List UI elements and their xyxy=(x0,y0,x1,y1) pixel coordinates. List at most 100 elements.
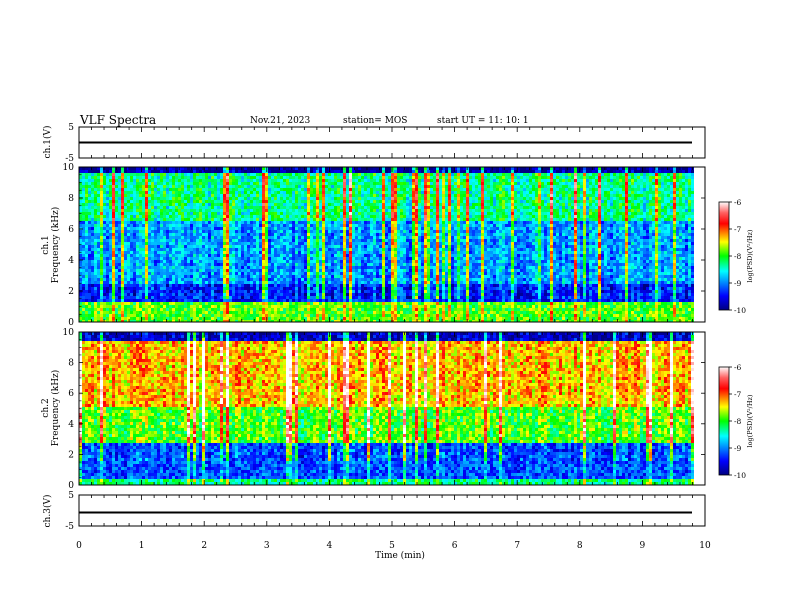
spectrogram-cell xyxy=(136,182,139,185)
spectrogram-cell xyxy=(244,203,247,206)
spectrogram-cell xyxy=(79,314,82,317)
spectrogram-cell xyxy=(337,314,340,317)
spectrogram-cell xyxy=(358,185,361,188)
spectrogram-cell xyxy=(166,314,169,317)
spectrogram-cell xyxy=(289,221,292,224)
spectrogram-cell xyxy=(142,302,145,305)
spectrogram-cell xyxy=(169,221,172,224)
spectrogram-cell xyxy=(127,320,130,322)
spectrogram-cell xyxy=(169,206,172,209)
spectrogram-cell xyxy=(364,173,367,176)
spectrogram-cell xyxy=(331,266,334,269)
spectrogram-cell xyxy=(166,281,169,284)
spectrogram-cell xyxy=(253,185,256,188)
spectrogram-cell xyxy=(232,206,235,209)
spectrogram-cell xyxy=(238,311,241,314)
spectrogram-cell xyxy=(244,197,247,200)
spectrogram-cell xyxy=(229,176,232,179)
spectrogram-cell xyxy=(262,233,265,236)
spectrogram-cell xyxy=(280,260,283,263)
spectrogram-cell xyxy=(226,170,229,173)
spectrogram-cell xyxy=(301,281,304,284)
spectrogram-cell xyxy=(205,269,208,272)
spectrogram-cell xyxy=(88,197,91,200)
spectrogram-cell xyxy=(124,167,127,170)
spectrogram-cell xyxy=(340,188,343,191)
spectrogram-cell xyxy=(259,212,262,215)
spectrogram-cell xyxy=(211,257,214,260)
spectrogram-cell xyxy=(85,170,88,173)
spectrogram-cell xyxy=(253,278,256,281)
spectrogram-cell xyxy=(190,206,193,209)
spectrogram-cell xyxy=(313,314,316,317)
spectrogram-cell xyxy=(115,188,118,191)
spectrogram-cell xyxy=(199,176,202,179)
spectrogram-cell xyxy=(196,194,199,197)
spectrogram-cell xyxy=(82,299,85,302)
spectrogram-cell xyxy=(211,233,214,236)
spectrogram-cell xyxy=(268,311,271,314)
spectrogram-cell xyxy=(226,221,229,224)
spectrogram-cell xyxy=(196,281,199,284)
spectrogram-cell xyxy=(109,194,112,197)
spectrogram-cell xyxy=(364,233,367,236)
spectrogram-cell xyxy=(112,257,115,260)
spectrogram-cell xyxy=(226,173,229,176)
spectrogram-cell xyxy=(337,308,340,311)
spectrogram-cell xyxy=(289,185,292,188)
spectrogram-cell xyxy=(181,296,184,299)
spectrogram-cell xyxy=(283,194,286,197)
spectrogram-cell xyxy=(112,200,115,203)
spectrogram-cell xyxy=(364,200,367,203)
spectrogram-cell xyxy=(178,176,181,179)
spectrogram-cell xyxy=(211,302,214,305)
spectrogram-cell xyxy=(319,239,322,242)
spectrogram-cell xyxy=(169,293,172,296)
spectrogram-cell xyxy=(352,317,355,320)
spectrogram-cell xyxy=(283,248,286,251)
spectrogram-cell xyxy=(280,269,283,272)
spectrogram-cell xyxy=(307,200,310,203)
spectrogram-cell xyxy=(346,245,349,248)
spectrogram-cell xyxy=(241,182,244,185)
spectrogram-cell xyxy=(304,251,307,254)
spectrogram-cell xyxy=(226,281,229,284)
spectrogram-cell xyxy=(253,305,256,308)
spectrogram-cell xyxy=(97,308,100,311)
spectrogram-cell xyxy=(301,197,304,200)
spectrogram-cell xyxy=(259,257,262,260)
spectrogram-cell xyxy=(256,191,259,194)
spectrogram-cell xyxy=(304,260,307,263)
spectrogram-cell xyxy=(145,233,148,236)
spectrogram-cell xyxy=(250,197,253,200)
spectrogram-cell xyxy=(307,203,310,206)
spectrogram-cell xyxy=(259,254,262,257)
spectrogram-cell xyxy=(163,269,166,272)
spectrogram-cell xyxy=(262,239,265,242)
spectrogram-cell xyxy=(214,266,217,269)
spectrogram-cell xyxy=(217,173,220,176)
spectrogram-cell xyxy=(268,290,271,293)
spectrogram-cell xyxy=(262,218,265,221)
spectrogram-cell xyxy=(286,194,289,197)
spectrogram-cell xyxy=(229,188,232,191)
spectrogram-cell xyxy=(199,302,202,305)
spectrogram-cell xyxy=(283,239,286,242)
spectrogram-cell xyxy=(151,302,154,305)
spectrogram-cell xyxy=(175,203,178,206)
spectrogram-cell xyxy=(340,251,343,254)
spectrogram-cell xyxy=(115,248,118,251)
spectrogram-cell xyxy=(151,176,154,179)
spectrogram-cell xyxy=(337,299,340,302)
spectrogram-cell xyxy=(190,269,193,272)
spectrogram-cell xyxy=(238,245,241,248)
spectrogram-cell xyxy=(178,233,181,236)
spectrogram-cell xyxy=(361,290,364,293)
spectrogram-cell xyxy=(112,287,115,290)
spectrogram-cell xyxy=(313,185,316,188)
spectrogram-cell xyxy=(208,299,211,302)
spectrogram-cell xyxy=(334,200,337,203)
spectrogram-cell xyxy=(232,242,235,245)
spectrogram-cell xyxy=(358,248,361,251)
spectrogram-cell xyxy=(223,266,226,269)
